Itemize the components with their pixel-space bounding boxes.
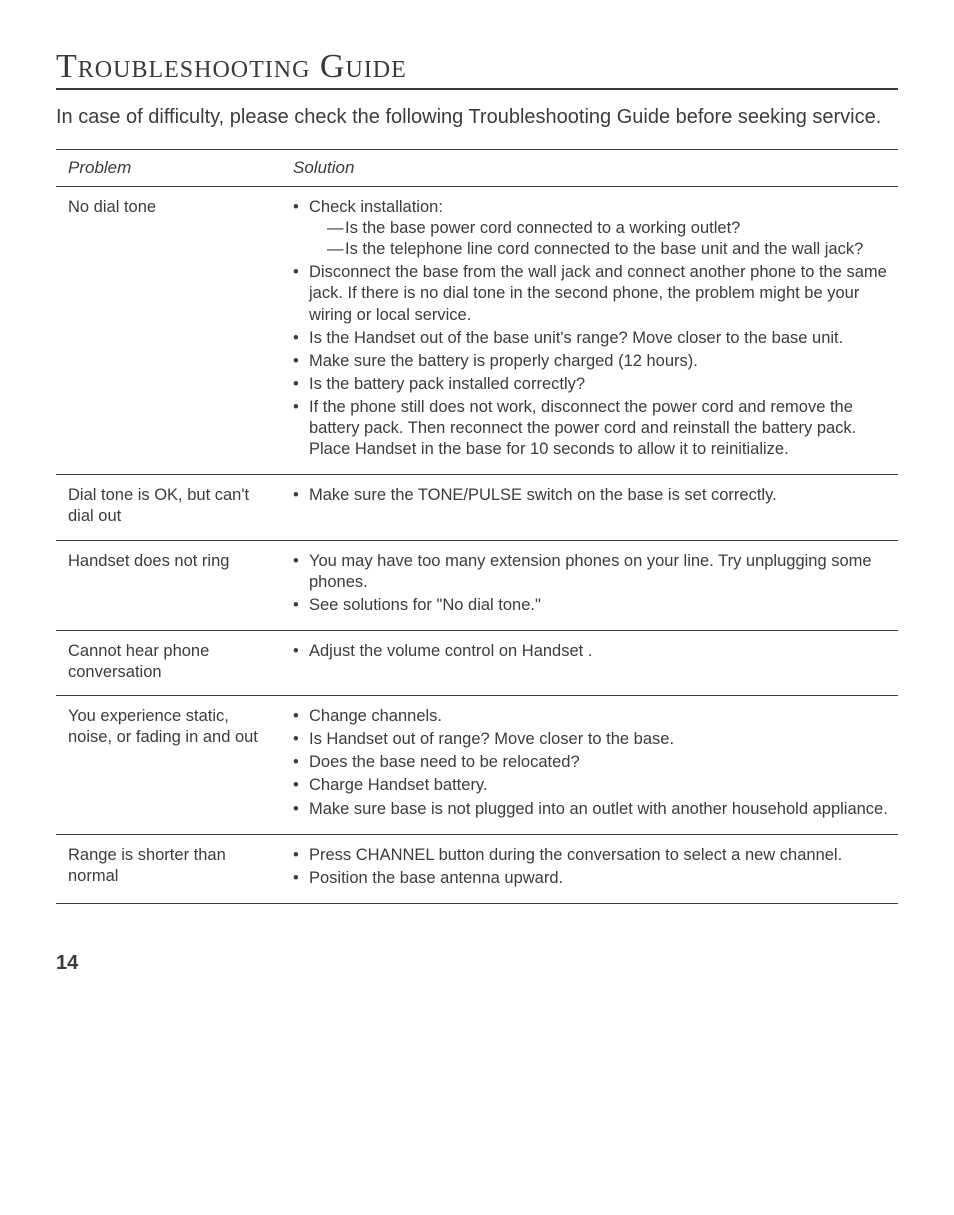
page-title: Troubleshooting Guide xyxy=(56,48,898,90)
page-number: 14 xyxy=(56,952,898,975)
solution-item: You may have too many extension phones o… xyxy=(293,551,892,593)
solution-item: Is Handset out of range? Move closer to … xyxy=(293,729,892,750)
table-row: Cannot hear phone conversation Adjust the… xyxy=(56,630,898,695)
solution-cell: Make sure the TONE/PULSE switch on the b… xyxy=(281,475,898,540)
solution-cell: Press CHANNEL button during the conversa… xyxy=(281,834,898,903)
solution-item: Make sure base is not plugged into an ou… xyxy=(293,799,892,820)
solution-item: Position the base antenna upward. xyxy=(293,868,892,889)
solution-sub-item: Is the base power cord connected to a wo… xyxy=(327,218,892,239)
solution-item: Make sure the TONE/PULSE switch on the b… xyxy=(293,485,892,506)
troubleshooting-table: Problem Solution No dial toneCheck insta… xyxy=(56,149,898,904)
col-header-problem: Problem xyxy=(56,150,281,187)
problem-cell: No dial tone xyxy=(56,187,281,475)
solution-item: See solutions for "No dial tone." xyxy=(293,595,892,616)
table-body: No dial toneCheck installation:Is the ba… xyxy=(56,187,898,904)
solution-list: Adjust the volume control on Handset . xyxy=(293,641,892,662)
table-row: Range is shorter than normal Press CHANNE… xyxy=(56,834,898,903)
solution-list: Check installation:Is the base power cor… xyxy=(293,197,892,460)
solution-list: Change channels.Is Handset out of range?… xyxy=(293,706,892,820)
solution-item: Make sure the battery is properly charge… xyxy=(293,351,892,372)
solution-item: Adjust the volume control on Handset . xyxy=(293,641,892,662)
solution-item: Charge Handset battery. xyxy=(293,775,892,796)
solution-item: Check installation:Is the base power cor… xyxy=(293,197,892,260)
table-row: Handset does not ring You may have too ma… xyxy=(56,540,898,630)
problem-cell: You experience static, noise, or fading … xyxy=(56,696,281,835)
problem-cell: Range is shorter than normal xyxy=(56,834,281,903)
solution-sub-item: Is the telephone line cord connected to … xyxy=(327,239,892,260)
solution-cell: Check installation:Is the base power cor… xyxy=(281,187,898,475)
intro-text: In case of difficulty, please check the … xyxy=(56,104,898,131)
table-row: You experience static, noise, or fading … xyxy=(56,696,898,835)
solution-sub-list: Is the base power cord connected to a wo… xyxy=(309,218,892,260)
solution-cell: Adjust the volume control on Handset . xyxy=(281,630,898,695)
problem-cell: Cannot hear phone conversation xyxy=(56,630,281,695)
problem-cell: Handset does not ring xyxy=(56,540,281,630)
solution-cell: You may have too many extension phones o… xyxy=(281,540,898,630)
solution-item: Disconnect the base from the wall jack a… xyxy=(293,262,892,325)
solution-item: If the phone still does not work, discon… xyxy=(293,397,892,460)
solution-list: Press CHANNEL button during the conversa… xyxy=(293,845,892,889)
solution-item: Change channels. xyxy=(293,706,892,727)
table-row: Dial tone is OK, but can't dial out Make … xyxy=(56,475,898,540)
solution-list: You may have too many extension phones o… xyxy=(293,551,892,616)
solution-item: Is the Handset out of the base unit's ra… xyxy=(293,328,892,349)
solution-list: Make sure the TONE/PULSE switch on the b… xyxy=(293,485,892,506)
solution-item: Press CHANNEL button during the conversa… xyxy=(293,845,892,866)
solution-item: Is the battery pack installed correctly? xyxy=(293,374,892,395)
table-row: No dial toneCheck installation:Is the ba… xyxy=(56,187,898,475)
solution-item: Does the base need to be relocated? xyxy=(293,752,892,773)
solution-cell: Change channels.Is Handset out of range?… xyxy=(281,696,898,835)
problem-cell: Dial tone is OK, but can't dial out xyxy=(56,475,281,540)
col-header-solution: Solution xyxy=(281,150,898,187)
